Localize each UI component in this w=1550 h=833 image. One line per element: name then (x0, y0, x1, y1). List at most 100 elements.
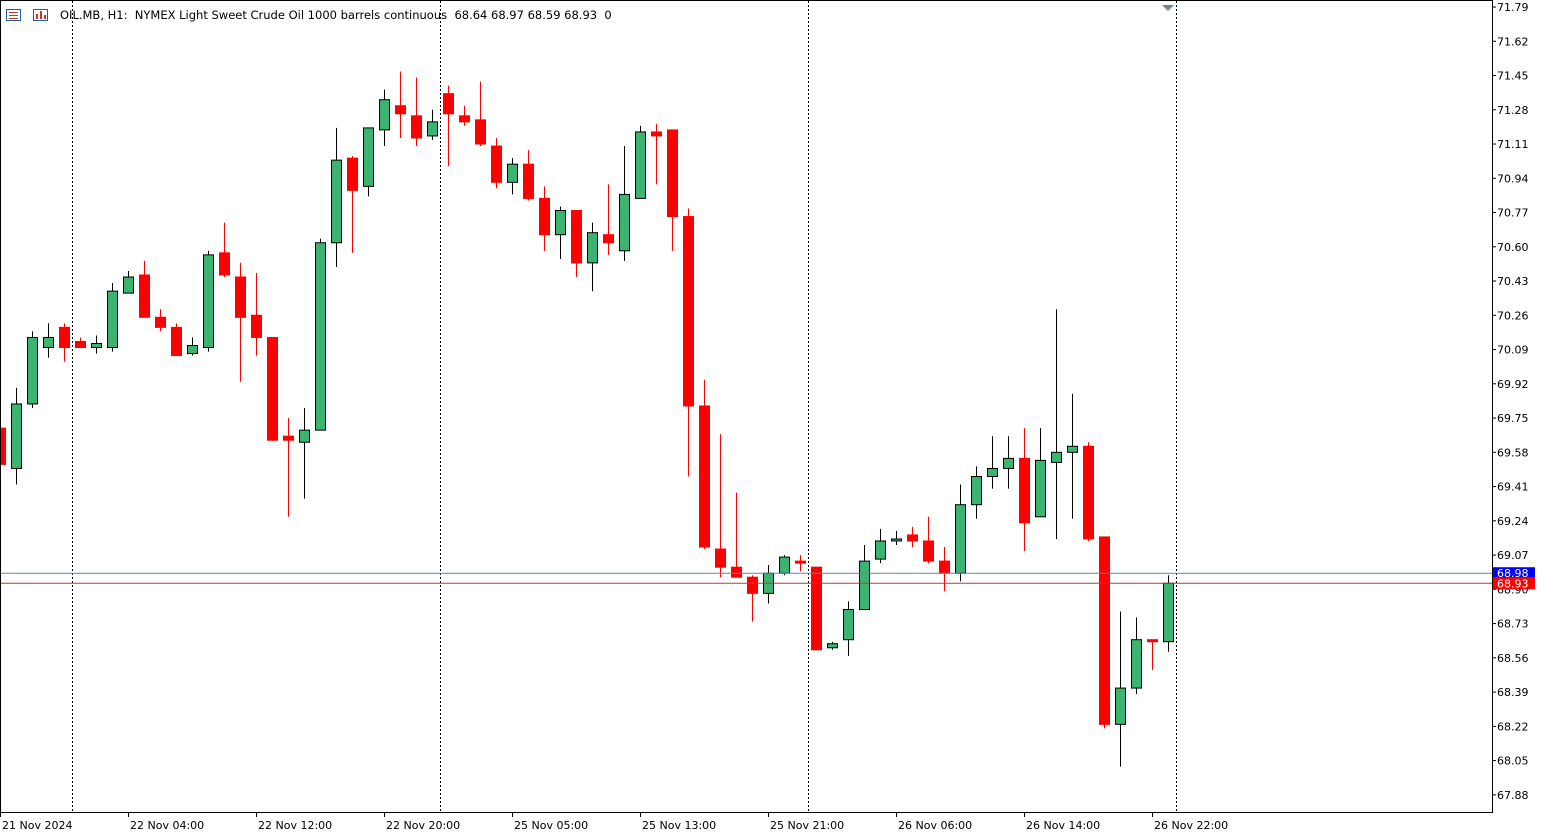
candle-body (635, 131, 646, 199)
price-tick-label: 70.43 (1497, 275, 1529, 288)
candle-body (315, 242, 326, 431)
candle-body (43, 336, 54, 349)
candle-body (555, 210, 566, 236)
price-lines (0, 572, 1492, 584)
candle (267, 336, 278, 441)
candle (907, 526, 918, 548)
symbol-label: OIL.MB, H1: (60, 8, 128, 22)
volume-value: 0 (604, 8, 612, 22)
candle (539, 186, 550, 251)
candle-body (1099, 536, 1110, 725)
price-tick-label: 69.92 (1497, 378, 1529, 391)
candle-body (91, 343, 102, 349)
candle-body (987, 467, 998, 477)
price-tick-label: 69.07 (1497, 549, 1529, 562)
candle-body (507, 163, 518, 183)
bid-price-tag-label: 68.93 (1497, 577, 1529, 590)
candle (235, 262, 246, 382)
candle (699, 379, 710, 550)
candle-body (475, 119, 486, 145)
candle-body (1163, 582, 1174, 643)
time-tick-label: 22 Nov 20:00 (386, 819, 460, 832)
candle-body (795, 560, 806, 564)
time-axis[interactable]: 21 Nov 2024 22 Nov 04:00 22 Nov 12:00 22 No… (0, 812, 1229, 832)
time-tick-label: 25 Nov 21:00 (770, 819, 844, 832)
candle-body (923, 540, 934, 562)
candle (843, 601, 854, 656)
list-icon[interactable] (6, 9, 21, 21)
candle (299, 407, 310, 499)
candle (59, 323, 70, 362)
price-tick-label: 70.26 (1497, 309, 1529, 322)
candle (1003, 436, 1014, 489)
candle-body (747, 576, 758, 594)
candle-body (363, 127, 374, 187)
candle-body (427, 121, 438, 137)
candle (251, 272, 262, 356)
candle (603, 184, 614, 255)
time-tick-label: 26 Nov 14:00 (1026, 819, 1100, 832)
candle (747, 575, 758, 622)
bid-price-tag-bg (1493, 577, 1535, 590)
shift-marker-icon[interactable] (1162, 5, 1174, 11)
price-tick-label: 70.60 (1497, 241, 1529, 254)
candle (523, 150, 534, 201)
candle (827, 641, 838, 650)
candle (187, 337, 198, 356)
candle (139, 260, 150, 318)
candle-body (1003, 457, 1014, 469)
ask-price-tag-bg (1493, 567, 1535, 580)
candle (987, 436, 998, 489)
ask-price-tag-label: 68.98 (1497, 567, 1529, 580)
candle-body (1115, 687, 1126, 725)
price-axis[interactable]: 71.79 71.62 71.45 71.28 71.11 70.94 70.77 70.60… (1492, 1, 1529, 802)
candle (379, 89, 390, 147)
candle (91, 335, 102, 354)
candle-body (811, 566, 822, 651)
candle (1147, 639, 1158, 670)
price-tick-label: 67.88 (1497, 789, 1529, 802)
candle (43, 323, 54, 358)
price-tick-label: 71.79 (1497, 1, 1529, 14)
candle (587, 222, 598, 292)
time-tick-label: 26 Nov 06:00 (898, 819, 972, 832)
candle (171, 323, 182, 357)
candle (571, 210, 582, 278)
candle (203, 250, 214, 352)
price-tick-label: 68.73 (1497, 618, 1529, 631)
candle-body (443, 93, 454, 115)
time-tick-label: 25 Nov 05:00 (514, 819, 588, 832)
candle (795, 555, 806, 572)
bid-price-tag: 68.93 (1493, 577, 1535, 590)
symbol-description: NYMEX Light Sweet Crude Oil 1000 barrels… (134, 8, 448, 22)
candle-body (107, 290, 118, 349)
candle (859, 545, 870, 610)
time-tick-label: 22 Nov 04:00 (130, 819, 204, 832)
candle-body (571, 210, 582, 264)
time-tick-label: 26 Nov 22:00 (1154, 819, 1228, 832)
candle-body (75, 340, 86, 349)
candle (763, 565, 774, 604)
candle-body (331, 159, 342, 244)
price-tick-label: 70.77 (1497, 207, 1529, 220)
price-tick-label: 69.58 (1497, 446, 1529, 459)
candle-body (155, 316, 166, 328)
candle (411, 77, 422, 147)
candle-body (251, 314, 262, 338)
candle (1067, 393, 1078, 519)
candle-body (123, 276, 134, 294)
candle (651, 123, 662, 185)
candle (939, 547, 950, 592)
price-tick-label: 69.75 (1497, 412, 1529, 425)
candle (715, 434, 726, 578)
candle (11, 387, 22, 485)
candle-body (411, 115, 422, 139)
candle (395, 71, 406, 138)
chart-window-icon[interactable] (33, 9, 48, 21)
candle-body (875, 540, 886, 560)
candle (635, 125, 646, 199)
candle (427, 109, 438, 140)
candle (443, 85, 454, 167)
